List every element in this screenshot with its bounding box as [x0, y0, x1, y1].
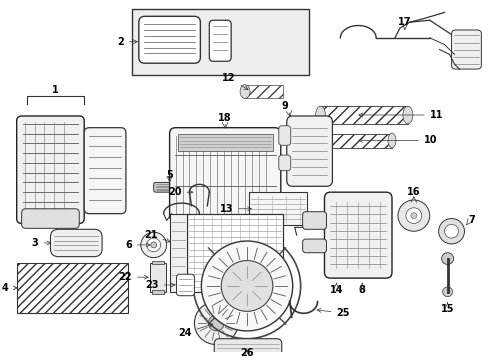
Circle shape: [194, 302, 238, 345]
Circle shape: [146, 238, 161, 252]
Text: 16: 16: [406, 187, 420, 197]
Text: 24: 24: [178, 323, 212, 338]
Text: 25: 25: [316, 308, 349, 318]
Ellipse shape: [387, 133, 395, 148]
Text: 21: 21: [144, 230, 170, 242]
Bar: [248, 192, 306, 225]
Text: 6: 6: [125, 240, 150, 250]
FancyBboxPatch shape: [450, 30, 480, 69]
Text: 19: 19: [250, 284, 263, 294]
FancyBboxPatch shape: [286, 116, 332, 186]
Circle shape: [244, 41, 250, 46]
Circle shape: [220, 343, 234, 357]
FancyBboxPatch shape: [302, 212, 326, 229]
Bar: [151, 261, 163, 265]
FancyBboxPatch shape: [278, 155, 290, 171]
Text: 1: 1: [52, 85, 59, 95]
Circle shape: [262, 343, 275, 357]
Circle shape: [141, 232, 166, 258]
FancyBboxPatch shape: [50, 229, 102, 257]
FancyBboxPatch shape: [169, 128, 280, 221]
Text: 23: 23: [145, 280, 175, 290]
FancyBboxPatch shape: [209, 20, 231, 61]
Circle shape: [208, 315, 224, 331]
Bar: [132, 9, 308, 75]
FancyBboxPatch shape: [302, 239, 326, 253]
Circle shape: [150, 242, 156, 248]
Circle shape: [410, 213, 416, 219]
FancyBboxPatch shape: [84, 128, 125, 214]
FancyBboxPatch shape: [139, 16, 200, 63]
Circle shape: [441, 253, 453, 265]
Text: 10: 10: [358, 135, 436, 145]
Circle shape: [234, 30, 255, 51]
Text: 18: 18: [218, 113, 231, 123]
FancyBboxPatch shape: [176, 274, 194, 296]
Text: 22: 22: [118, 272, 148, 282]
Bar: [17, 262, 128, 313]
FancyBboxPatch shape: [278, 126, 290, 145]
Circle shape: [444, 224, 458, 238]
FancyBboxPatch shape: [21, 209, 79, 228]
Text: 17: 17: [397, 17, 411, 27]
Bar: [169, 214, 187, 292]
Bar: [244, 85, 282, 98]
Text: 14: 14: [329, 285, 343, 295]
Bar: [149, 262, 165, 292]
Text: 8: 8: [358, 285, 365, 295]
Circle shape: [221, 261, 272, 311]
FancyBboxPatch shape: [214, 339, 281, 360]
Text: 20: 20: [168, 187, 192, 197]
Text: 26: 26: [240, 348, 253, 359]
Bar: [318, 106, 407, 124]
Bar: [151, 290, 163, 294]
Text: 2: 2: [117, 37, 137, 47]
Text: 7: 7: [467, 215, 474, 225]
Circle shape: [238, 34, 245, 42]
Text: 12: 12: [222, 73, 247, 90]
Text: 13: 13: [219, 204, 251, 214]
Circle shape: [438, 219, 464, 244]
Ellipse shape: [315, 106, 325, 124]
Circle shape: [405, 208, 421, 224]
Text: 11: 11: [358, 110, 442, 120]
Ellipse shape: [316, 133, 324, 148]
FancyBboxPatch shape: [324, 192, 391, 278]
Bar: [187, 214, 282, 292]
Circle shape: [334, 198, 353, 217]
Text: 4: 4: [2, 283, 17, 293]
Bar: [318, 134, 391, 148]
FancyBboxPatch shape: [17, 116, 84, 224]
Ellipse shape: [402, 106, 412, 124]
Bar: [258, 32, 301, 50]
FancyBboxPatch shape: [153, 183, 189, 192]
Text: 9: 9: [281, 101, 287, 111]
Ellipse shape: [240, 85, 249, 98]
Circle shape: [397, 200, 429, 231]
Circle shape: [201, 241, 292, 331]
Text: 3: 3: [32, 238, 51, 248]
Text: 15: 15: [440, 305, 453, 314]
Circle shape: [442, 287, 451, 297]
Circle shape: [290, 120, 310, 139]
Bar: [177, 134, 272, 151]
Text: 5: 5: [166, 170, 173, 180]
